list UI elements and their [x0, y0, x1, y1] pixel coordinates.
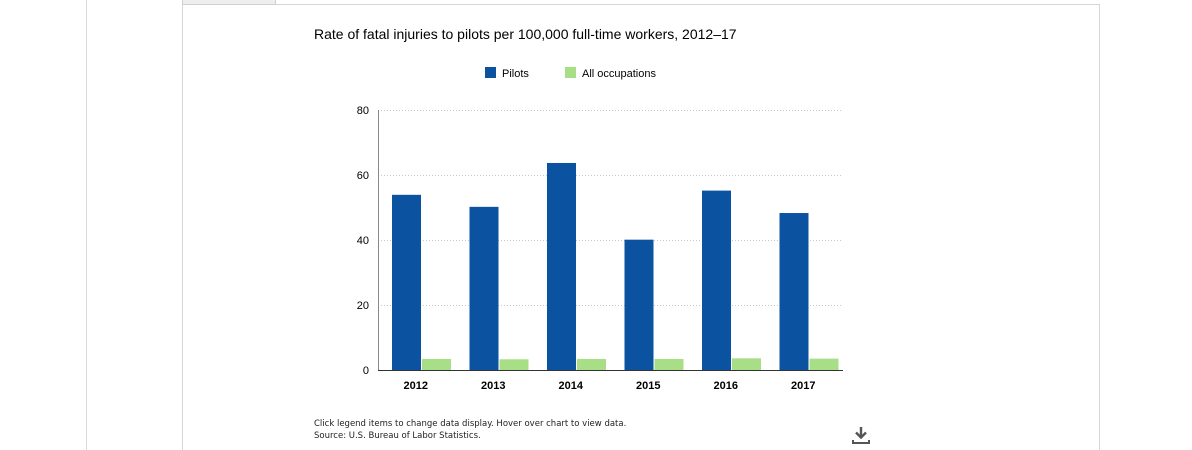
- y-tick-label: 0: [363, 365, 369, 377]
- bar-pilots-2017[interactable]: [779, 213, 809, 370]
- bar-all-occupations-2013[interactable]: [499, 359, 529, 370]
- legend-label: All occupations: [582, 68, 656, 80]
- bar-all-occupations-2015[interactable]: [654, 358, 684, 370]
- chart-source: Source: U.S. Bureau of Labor Statistics.: [314, 431, 481, 441]
- x-tick-label: 2017: [791, 380, 815, 392]
- chart-panel: [182, 4, 1100, 450]
- y-tick-label: 80: [357, 105, 369, 117]
- bar-all-occupations-2014[interactable]: [577, 358, 606, 370]
- bar-pilots-2016[interactable]: [702, 190, 731, 370]
- download-icon: [852, 427, 870, 444]
- legend-swatch: [485, 67, 496, 78]
- bar-pilots-2012[interactable]: [392, 194, 421, 370]
- legend-item-all-occupations[interactable]: All occupations: [565, 67, 656, 80]
- bar-pilots-2015[interactable]: [624, 239, 654, 370]
- gridlines: [378, 110, 843, 306]
- chart-instructions: Click legend items to change data displa…: [314, 419, 627, 429]
- axes: 0 20 40 60 80 2012 2013 2014 2015 2016 2017: [357, 105, 843, 392]
- legend: Pilots All occupations: [485, 67, 656, 80]
- bar-all-occupations-2017[interactable]: [809, 358, 839, 370]
- x-tick-label: 2016: [714, 380, 738, 392]
- x-tick-label: 2015: [636, 380, 660, 392]
- bar-all-occupations-2012[interactable]: [422, 358, 451, 370]
- y-tick-label: 60: [357, 170, 369, 182]
- left-border-rule: [86, 0, 87, 450]
- x-tick-label: 2012: [404, 380, 428, 392]
- bars: [392, 162, 839, 370]
- bar-pilots-2013[interactable]: [469, 206, 499, 370]
- chart-title: Rate of fatal injuries to pilots per 100…: [314, 26, 737, 42]
- panel-tab[interactable]: [182, 0, 276, 5]
- y-tick-label: 20: [357, 300, 369, 312]
- bar-all-occupations-2016[interactable]: [732, 358, 761, 370]
- x-tick-label: 2013: [481, 380, 505, 392]
- legend-item-pilots[interactable]: Pilots: [485, 67, 529, 80]
- download-button[interactable]: [850, 424, 872, 446]
- legend-label: Pilots: [502, 68, 529, 80]
- legend-swatch: [565, 67, 576, 78]
- x-tick-label: 2014: [559, 380, 584, 392]
- bar-pilots-2014[interactable]: [547, 162, 576, 370]
- y-tick-label: 40: [357, 235, 369, 247]
